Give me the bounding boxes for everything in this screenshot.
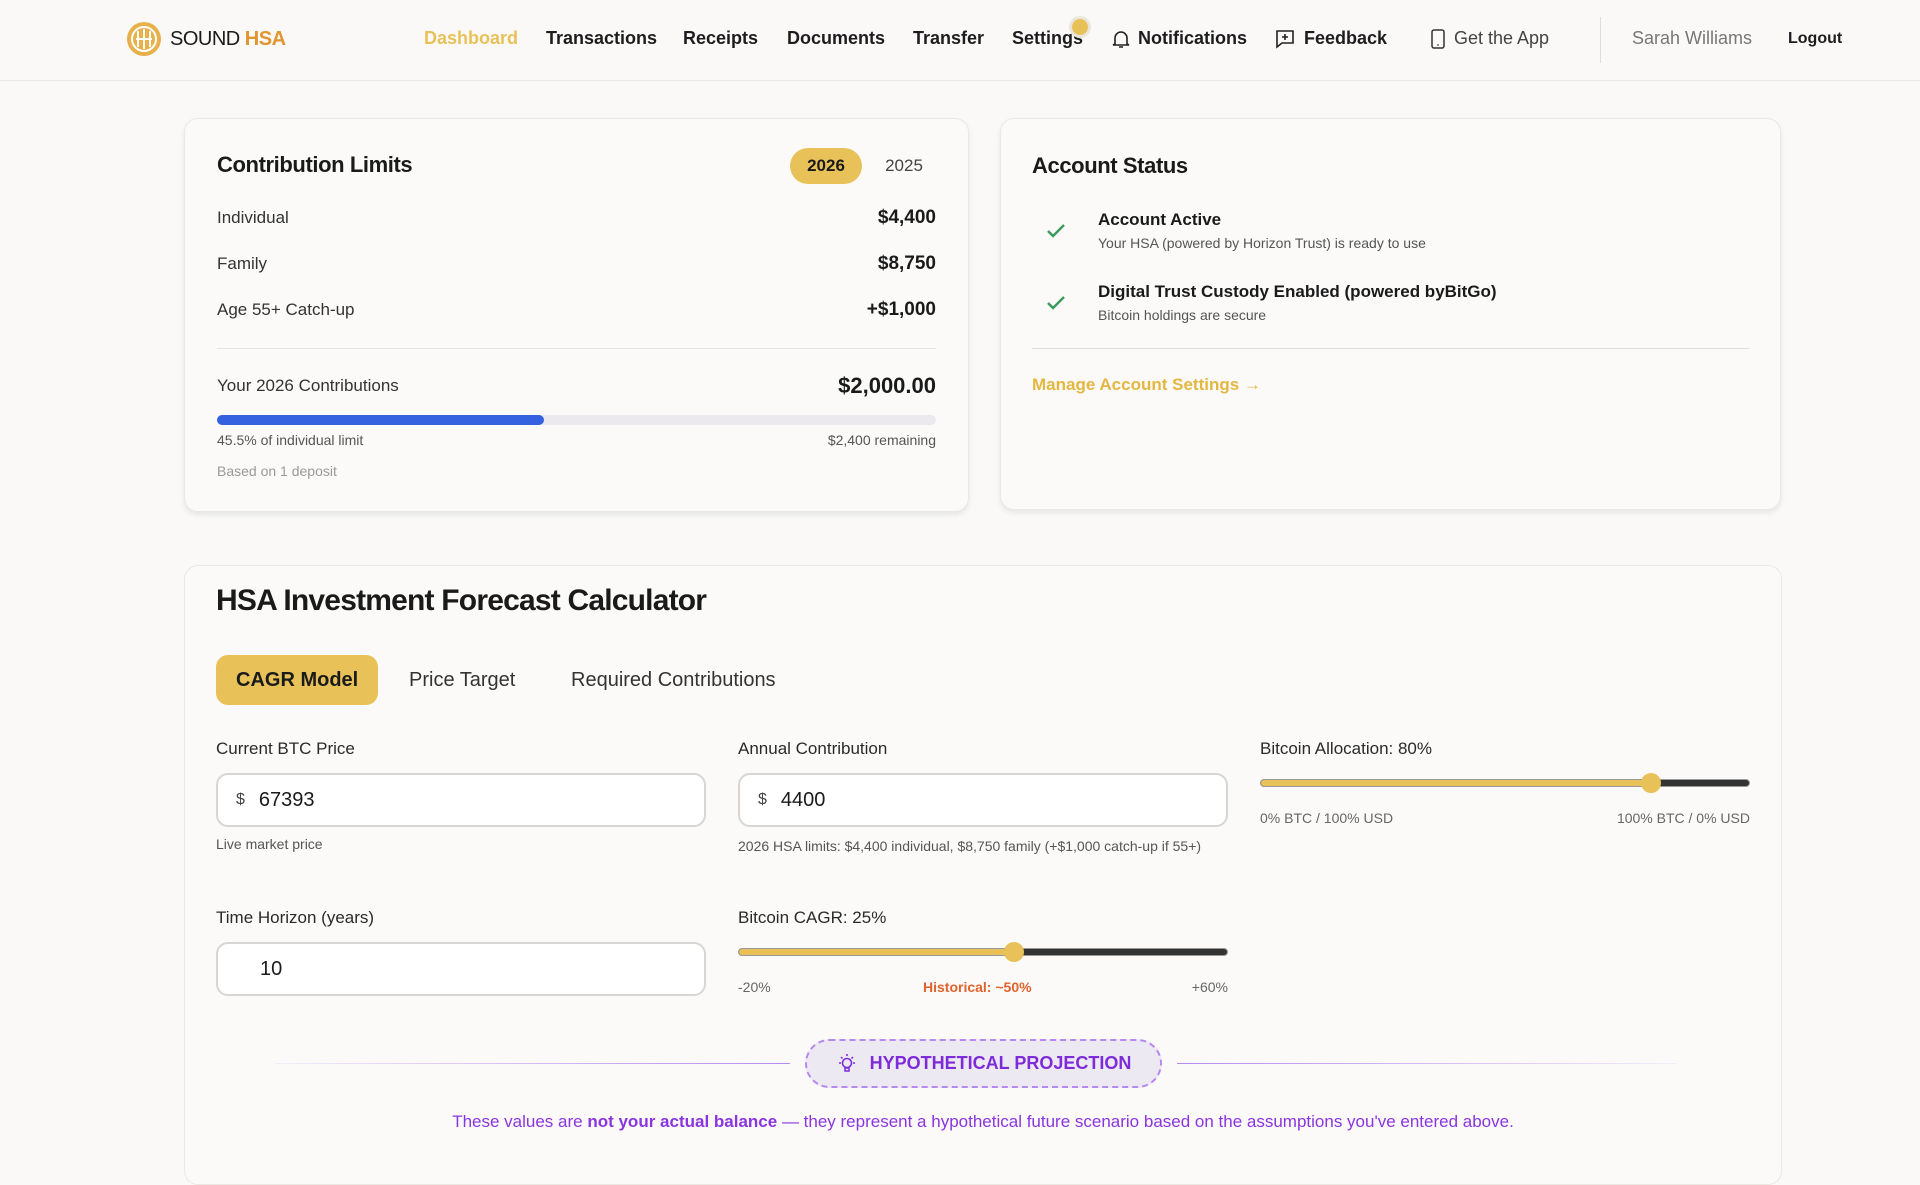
logout-button[interactable]: Logout [1788,30,1843,47]
contrib-progress-bar [217,415,936,425]
projection-line-right [1177,1063,1677,1064]
year-tab-2025[interactable]: 2025 [885,156,923,175]
disclaimer-emphasis: not your actual balance [587,1112,778,1131]
allocation-min-label: 0% BTC / 100% USD [1260,810,1394,826]
settings-badge-dot [1072,19,1088,35]
contrib-value: $2,000.00 [838,373,936,398]
cagr-max-label: +60% [1191,979,1228,995]
cagr-label: Bitcoin CAGR: 25% [738,908,887,927]
cagr-min-label: -20% [738,979,771,995]
annual-contribution-value: 4400 [780,788,826,811]
top-nav: SOUND HSA Dashboard Transactions Receipt… [0,0,1920,81]
hypothetical-projection-badge: HYPOTHETICAL PROJECTION [805,1039,1162,1088]
notifications-label: Notifications [1138,28,1248,48]
nav-documents[interactable]: Documents [787,28,886,48]
contrib-label: Your 2026 Contributions [217,376,399,395]
btc-price-value: 67393 [258,788,315,811]
user-name: Sarah Williams [1632,28,1753,48]
brand-hsa: HSA [244,27,286,50]
lightbulb-icon [838,1053,855,1072]
progress-text: 45.5% of individual limit [217,432,364,448]
allocation-label: Bitcoin Allocation: 80% [1260,739,1432,758]
account-status-card: Account Status Account Active Your HSA (… [1000,118,1781,510]
btc-price-hint: Live market price [216,836,323,852]
btc-price-label: Current BTC Price [216,739,355,758]
limit-value-individual: $4,400 [877,207,936,228]
projection-line-left [275,1063,790,1064]
limit-label-family: Family [217,254,268,273]
feedback-icon [1276,29,1294,49]
allocation-max-label: 100% BTC / 0% USD [1616,810,1750,826]
check-icon [1047,296,1065,310]
contribution-limits-card: Contribution Limits 2026 2025 Individual… [184,118,969,512]
limit-value-catchup: +$1,000 [866,299,936,320]
manage-settings-link[interactable]: Manage Account Settings → [1032,375,1261,394]
annual-contribution-hint: 2026 HSA limits: $4,400 individual, $8,7… [738,838,1202,854]
nav-notifications[interactable]: Notifications [1112,28,1247,49]
limit-label-catchup: Age 55+ Catch-up [217,300,355,319]
currency-symbol: $ [236,791,245,808]
cagr-fill [739,949,1014,955]
status-item-sub: Bitcoin holdings are secure [1098,307,1267,323]
status-divider [1032,348,1749,349]
deposit-count: Based on 1 deposit [217,463,337,479]
bell-icon [1112,30,1130,48]
cagr-historical-label: Historical: ~50% [923,979,1032,995]
feedback-label: Feedback [1304,28,1388,48]
status-title: Account Status [1032,153,1188,178]
cagr-slider[interactable] [738,942,1228,962]
allocation-thumb[interactable] [1641,773,1662,793]
allocation-slider[interactable] [1260,773,1750,793]
status-item-title: Account Active [1098,210,1222,229]
nav-transfer[interactable]: Transfer [913,28,985,48]
remaining-text: $2,400 remaining [827,432,936,448]
annual-contribution-label: Annual Contribution [738,739,888,758]
limit-value-family: $8,750 [877,253,936,274]
tab-price-target[interactable]: Price Target [409,668,516,691]
disclaimer-text: — they represent a hypothetical future s… [777,1112,1514,1131]
cagr-thumb[interactable] [1003,942,1024,962]
logo-icon [127,22,161,56]
time-horizon-input[interactable]: 10 [216,942,706,996]
btc-price-input[interactable]: $67393 [216,773,706,827]
limits-title: Contribution Limits [217,152,413,177]
currency-symbol: $ [758,791,767,808]
nav-receipts[interactable]: Receipts [683,28,759,48]
check-icon [1047,224,1065,238]
projection-badge-label: HYPOTHETICAL PROJECTION [869,1053,1132,1073]
tab-required-contributions[interactable]: Required Contributions [571,668,776,691]
time-horizon-label: Time Horizon (years) [216,908,375,927]
status-item-sub: Your HSA (powered by Horizon Trust) is r… [1098,235,1426,251]
allocation-fill [1261,780,1652,786]
get-app-label: Get the App [1454,28,1550,48]
header-divider [1600,17,1601,63]
projection-disclaimer: These values are not your actual balance… [184,1112,1782,1132]
disclaimer-text: These values are [452,1112,588,1131]
nav-settings[interactable]: Settings [1012,28,1084,48]
annual-contribution-input[interactable]: $4400 [738,773,1228,827]
brand-logo[interactable]: SOUND HSA [126,21,286,57]
nav-feedback[interactable]: Feedback [1275,28,1387,49]
nav-dashboard[interactable]: Dashboard [424,28,519,48]
limit-label-individual: Individual [217,208,289,227]
contrib-progress-fill [217,415,545,425]
status-item-title: Digital Trust Custody Enabled (powered b… [1098,282,1497,301]
nav-transactions[interactable]: Transactions [546,28,658,48]
get-app-link[interactable]: Get the App [1431,28,1549,49]
brand-sound: SOUND [170,27,240,50]
year-tab-2026[interactable]: 2026 [790,148,862,184]
phone-icon [1431,28,1445,49]
calculator-title: HSA Investment Forecast Calculator [216,584,707,617]
tab-cagr-model[interactable]: CAGR Model [216,655,379,705]
limits-divider [217,348,936,349]
